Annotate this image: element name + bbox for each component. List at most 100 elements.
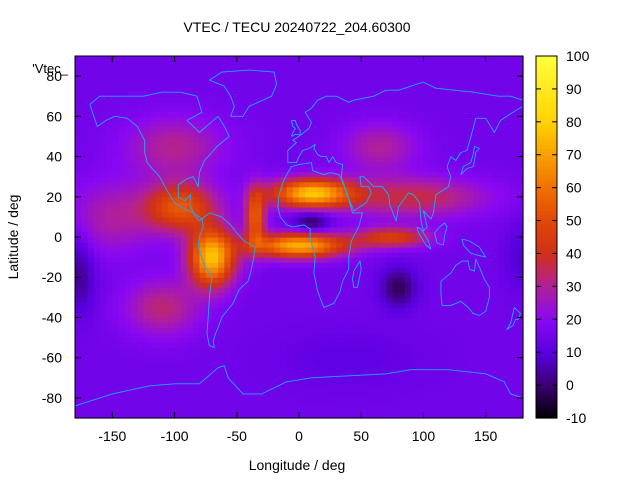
heat-cell [274, 367, 281, 374]
heat-cell [193, 237, 201, 243]
heat-cell [367, 342, 375, 349]
heat-cell [274, 126, 281, 133]
heat-cell [280, 237, 288, 243]
heat-cell [81, 367, 89, 374]
heat-cell [292, 76, 300, 82]
heat-cell [205, 111, 213, 117]
heat-cell [361, 362, 369, 369]
heat-cell [211, 151, 219, 158]
heat-cell [373, 226, 381, 233]
heat-cell [93, 257, 101, 263]
heat-cell [336, 221, 344, 228]
heat-cell [162, 272, 169, 278]
heat-cell [255, 247, 263, 253]
heat-cell [236, 352, 244, 359]
heat-cell [411, 166, 418, 173]
heat-cell [348, 111, 356, 117]
heat-cell [485, 216, 493, 223]
heat-cell [149, 392, 157, 399]
heat-cell [448, 397, 456, 404]
heat-cell [99, 196, 107, 203]
heat-cell [454, 267, 462, 273]
heat-cell [249, 322, 257, 329]
heat-cell [485, 156, 493, 163]
heat-cell [348, 116, 356, 122]
heat-cell [299, 307, 306, 314]
heat-cell [491, 96, 499, 102]
heat-cell [323, 56, 331, 62]
heat-cell [224, 136, 232, 143]
heat-cell [168, 247, 176, 253]
heat-cell [205, 231, 213, 238]
heat-cell [205, 126, 213, 133]
heat-cell [317, 176, 325, 183]
heat-cell [75, 347, 82, 354]
heat-cell [137, 342, 145, 349]
heat-cell [454, 322, 462, 329]
heat-cell [286, 121, 294, 127]
heat-cell [193, 357, 201, 364]
heat-cell [473, 171, 481, 178]
heat-cell [81, 372, 89, 379]
heat-cell [323, 382, 331, 389]
heat-cell [199, 181, 207, 188]
heat-cell [81, 242, 89, 248]
heat-cell [411, 141, 418, 148]
heat-cell [75, 412, 82, 419]
heat-cell [193, 166, 201, 173]
heat-cell [131, 216, 138, 223]
heat-cell [305, 357, 313, 364]
heat-cell [143, 317, 151, 324]
heat-cell [99, 81, 107, 87]
heat-cell [124, 231, 132, 238]
heat-cell [460, 297, 468, 303]
heat-cell [280, 297, 288, 303]
heat-cell [367, 161, 375, 168]
heat-cell [187, 302, 194, 308]
heat-cell [81, 231, 89, 238]
heat-cell [124, 81, 132, 87]
heat-cell [429, 231, 437, 238]
heat-cell [174, 166, 182, 173]
heat-cell [124, 91, 132, 97]
heat-cell [317, 237, 325, 243]
heat-cell [491, 56, 499, 62]
heat-cell [218, 141, 225, 148]
heat-cell [330, 392, 337, 399]
heat-cell [274, 226, 281, 233]
heat-cell [149, 211, 157, 218]
heat-cell [205, 211, 213, 218]
heat-cell [417, 407, 425, 414]
heat-cell [124, 186, 132, 193]
heat-cell [224, 71, 232, 77]
heat-cell [143, 106, 151, 112]
heat-cell [429, 146, 437, 153]
heat-cell [243, 357, 250, 364]
heat-cell [93, 161, 101, 168]
heat-cell [479, 71, 487, 77]
heat-cell [491, 397, 499, 404]
heat-cell [75, 226, 82, 233]
heat-cell [99, 262, 107, 268]
heat-cell [106, 151, 113, 158]
heat-cell [137, 237, 145, 243]
heat-cell [131, 242, 138, 248]
heat-cell [454, 161, 462, 168]
heat-cell [423, 412, 431, 419]
heat-cell [342, 412, 350, 419]
heat-cell [305, 181, 313, 188]
heat-cell [398, 352, 406, 359]
heat-cell [249, 171, 257, 178]
heat-cell [124, 216, 132, 223]
heat-cell [429, 327, 437, 334]
heat-cell [112, 352, 120, 359]
heat-cell [118, 242, 126, 248]
heat-cell [267, 307, 275, 314]
heat-cell [106, 287, 113, 293]
heat-cell [485, 161, 493, 168]
heat-cell [417, 257, 425, 263]
heat-cell [342, 387, 350, 394]
heat-cell [442, 186, 449, 193]
heat-cell [336, 141, 344, 148]
heat-cell [199, 91, 207, 97]
